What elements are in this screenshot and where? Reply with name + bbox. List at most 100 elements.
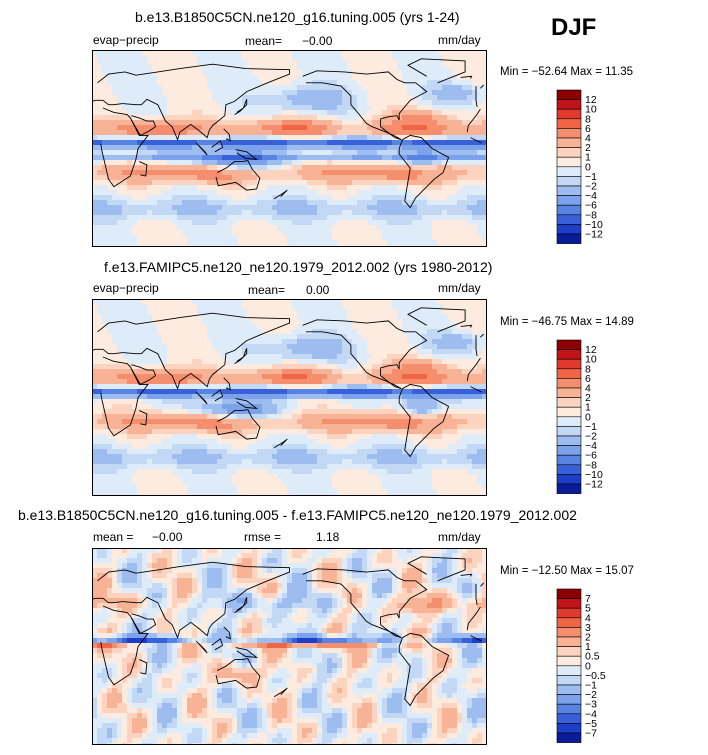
contour-cell — [127, 120, 133, 126]
contour-cell — [162, 185, 168, 191]
contour-cell — [212, 314, 218, 320]
contour-cell — [277, 65, 283, 71]
contour-cell — [242, 215, 248, 221]
contour-cell — [167, 80, 173, 86]
contour-cell — [102, 200, 108, 206]
contour-cell — [202, 389, 208, 395]
contour-cell — [262, 50, 268, 56]
contour-cell — [212, 80, 218, 86]
contour-cell — [392, 225, 398, 231]
contour-cell — [412, 130, 418, 136]
contour-cell — [257, 130, 263, 136]
contour-cell — [97, 100, 103, 106]
contour-cell — [292, 304, 298, 310]
contour-cell — [387, 150, 393, 156]
contour-cell — [392, 190, 398, 196]
contour-cell — [242, 349, 248, 355]
contour-cell — [192, 225, 198, 231]
contour-cell — [477, 324, 483, 330]
contour-cell — [412, 389, 418, 395]
contour-cell — [457, 389, 463, 395]
contour-cell — [267, 389, 273, 395]
contour-cell — [137, 170, 143, 176]
contour-cell — [227, 329, 233, 335]
contour-cell — [137, 100, 143, 106]
contour-cell — [327, 135, 333, 141]
contour-cell — [362, 130, 368, 136]
contour-cell — [387, 95, 393, 101]
contour-cell — [467, 205, 473, 211]
contour-cell — [362, 304, 368, 310]
contour-cell — [332, 344, 338, 350]
contour-cell — [337, 379, 343, 385]
contour-cell — [352, 344, 358, 350]
contour-cell — [407, 225, 413, 231]
contour-cell — [102, 115, 108, 121]
contour-cell — [477, 50, 483, 56]
contour-cell — [442, 354, 448, 360]
contour-cell — [237, 384, 243, 390]
contour-cell — [292, 190, 298, 196]
contour-cell — [292, 389, 298, 395]
contour-cell — [222, 110, 228, 116]
contour-cell — [452, 364, 458, 370]
contour-cell — [407, 180, 413, 186]
contour-cell — [387, 200, 393, 206]
contour-cell — [417, 334, 423, 340]
contour-cell — [167, 364, 173, 370]
contour-cell — [92, 150, 98, 156]
contour-cell — [127, 344, 133, 350]
contour-cell — [412, 170, 418, 176]
contour-cell — [142, 120, 148, 126]
contour-cell — [482, 160, 487, 166]
contour-cell — [472, 379, 478, 385]
contour-cell — [302, 65, 308, 71]
contour-cell — [122, 334, 128, 340]
contour-cell — [217, 125, 223, 131]
contour-cell — [247, 80, 253, 86]
contour-cell — [317, 215, 323, 221]
contour-cell — [312, 379, 318, 385]
contour-cell — [232, 364, 238, 370]
contour-cell — [447, 225, 453, 231]
contour-cell — [237, 125, 243, 131]
contour-cell — [147, 329, 153, 335]
contour-cell — [347, 75, 353, 81]
contour-cell — [307, 230, 313, 236]
contour-cell — [337, 210, 343, 216]
contour-cell — [182, 135, 188, 141]
contour-cell — [182, 369, 188, 375]
contour-cell — [142, 105, 148, 111]
contour-cell — [217, 145, 223, 151]
contour-cell — [412, 160, 418, 166]
contour-cell — [262, 404, 268, 410]
contour-cell — [327, 75, 333, 81]
contour-cell — [362, 115, 368, 121]
contour-cell — [132, 384, 138, 390]
contour-cell — [162, 50, 168, 56]
contour-cell — [307, 105, 313, 111]
contour-cell — [312, 364, 318, 370]
contour-cell — [347, 85, 353, 91]
contour-cell — [277, 105, 283, 111]
contour-cell — [102, 394, 108, 400]
contour-cell — [242, 205, 248, 211]
contour-cell — [347, 95, 353, 101]
contour-cell — [227, 215, 233, 221]
contour-cell — [382, 349, 388, 355]
contour-cell — [217, 155, 223, 161]
contour-cell — [107, 384, 113, 390]
contour-cell — [327, 140, 333, 146]
contour-cell — [117, 150, 123, 156]
contour-cell — [167, 404, 173, 410]
contour-cell — [357, 120, 363, 126]
contour-cell — [187, 205, 193, 211]
contour-cell — [357, 394, 363, 400]
contour-cell — [337, 240, 343, 246]
contour-cell — [457, 115, 463, 121]
contour-cell — [432, 225, 438, 231]
contour-cell — [142, 75, 148, 81]
contour-cell — [302, 85, 308, 91]
contour-cell — [227, 110, 233, 116]
contour-cell — [152, 155, 158, 161]
